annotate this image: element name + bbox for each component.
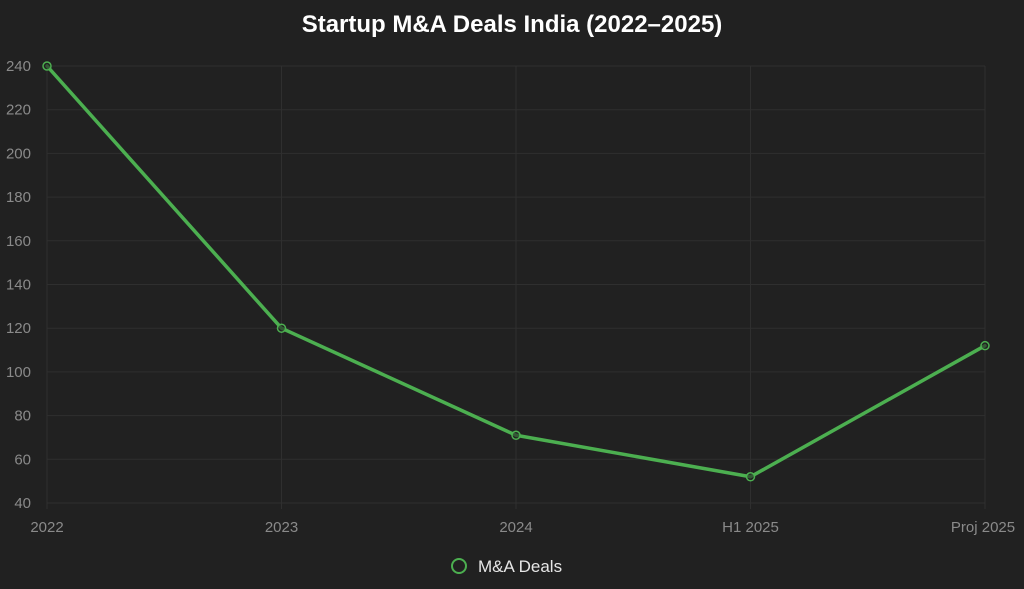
- x-tick-label: Proj 2025: [951, 519, 1015, 536]
- y-tick-label: 160: [6, 233, 31, 250]
- data-point[interactable]: [745, 472, 756, 482]
- chart-title: Startup M&A Deals India (2022–2025): [302, 11, 723, 38]
- y-tick-label: 140: [6, 277, 31, 294]
- x-tick-label: H1 2025: [722, 519, 779, 536]
- data-point[interactable]: [511, 430, 521, 441]
- y-tick-label: 120: [6, 320, 31, 337]
- legend-label: M&A Deals: [478, 557, 562, 576]
- y-tick-label: 100: [6, 364, 31, 381]
- series-layer: [42, 61, 990, 482]
- x-axis-ticks: 2022 2023 2024 H1 2025 Proj 2025: [30, 519, 1015, 536]
- y-tick-label: 220: [6, 102, 31, 119]
- grid-lines: [46, 65, 986, 509]
- data-point[interactable]: [276, 323, 287, 333]
- y-tick-label: 240: [6, 58, 31, 75]
- y-tick-label: 80: [14, 408, 31, 425]
- y-tick-label: 40: [14, 495, 31, 512]
- legend[interactable]: M&A Deals: [451, 557, 562, 576]
- y-tick-label: 180: [6, 189, 31, 206]
- x-tick-label: 2022: [30, 519, 63, 536]
- data-point[interactable]: [980, 340, 990, 351]
- data-point[interactable]: [42, 61, 52, 71]
- y-axis-ticks: 40 60 80 100 120 140 160 180 200 220 240: [6, 58, 31, 512]
- y-tick-label: 60: [14, 451, 31, 468]
- x-tick-label: 2023: [265, 519, 298, 536]
- x-tick-label: 2024: [499, 519, 532, 536]
- y-tick-label: 200: [6, 145, 31, 162]
- legend-marker-icon: [451, 558, 467, 574]
